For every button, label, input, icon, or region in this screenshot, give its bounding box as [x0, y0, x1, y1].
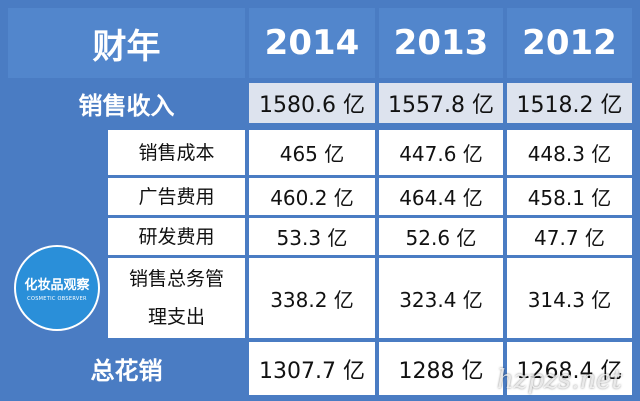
value-cell: 52.6 亿 — [379, 218, 503, 255]
value-cell: 1268.4 亿 — [507, 342, 632, 395]
value-cell: 314.3 亿 — [507, 258, 632, 338]
value-cell: 53.3 亿 — [249, 218, 375, 255]
value-cell: 1580.6 亿 — [249, 83, 375, 123]
value-cell: 1557.8 亿 — [379, 83, 503, 123]
value-cell: 1307.7 亿 — [249, 342, 375, 395]
logo-name: 化妆品观察 — [24, 278, 90, 293]
value-cell: 323.4 亿 — [379, 258, 503, 338]
value-cell: 448.3 亿 — [507, 130, 632, 175]
value-cell: 1518.2 亿 — [507, 83, 632, 123]
header-cell: 2014 — [249, 8, 375, 78]
value-cell: 460.2 亿 — [249, 178, 375, 215]
logo: 化妆品观察 COSMETIC OBSERVER — [14, 245, 100, 331]
value-cell: 47.7 亿 — [507, 218, 632, 255]
header-cell: 财年 — [8, 8, 245, 78]
value-cell: 447.6 亿 — [379, 130, 503, 175]
row-label: 销售收入 — [8, 83, 245, 123]
header-cell: 2013 — [379, 8, 503, 78]
label-line: 理支出 — [147, 306, 205, 328]
sub-label: 销售总务管 理支出 — [108, 258, 245, 338]
sub-label: 研发费用 — [108, 218, 245, 255]
value-cell: 465 亿 — [249, 130, 375, 175]
header-cell: 2012 — [507, 8, 632, 78]
value-cell: 1288 亿 — [379, 342, 503, 395]
label-line: 销售总务管 — [128, 268, 224, 290]
value-cell: 458.1 亿 — [507, 178, 632, 215]
row-label: 总花销 — [8, 342, 245, 395]
sub-label: 销售成本 — [108, 130, 245, 175]
watermark: hzpzs.net — [497, 365, 622, 395]
sub-label: 广告费用 — [108, 178, 245, 215]
logo-subtitle: COSMETIC OBSERVER — [27, 296, 87, 302]
value-cell: 338.2 亿 — [249, 258, 375, 338]
value-cell: 464.4 亿 — [379, 178, 503, 215]
